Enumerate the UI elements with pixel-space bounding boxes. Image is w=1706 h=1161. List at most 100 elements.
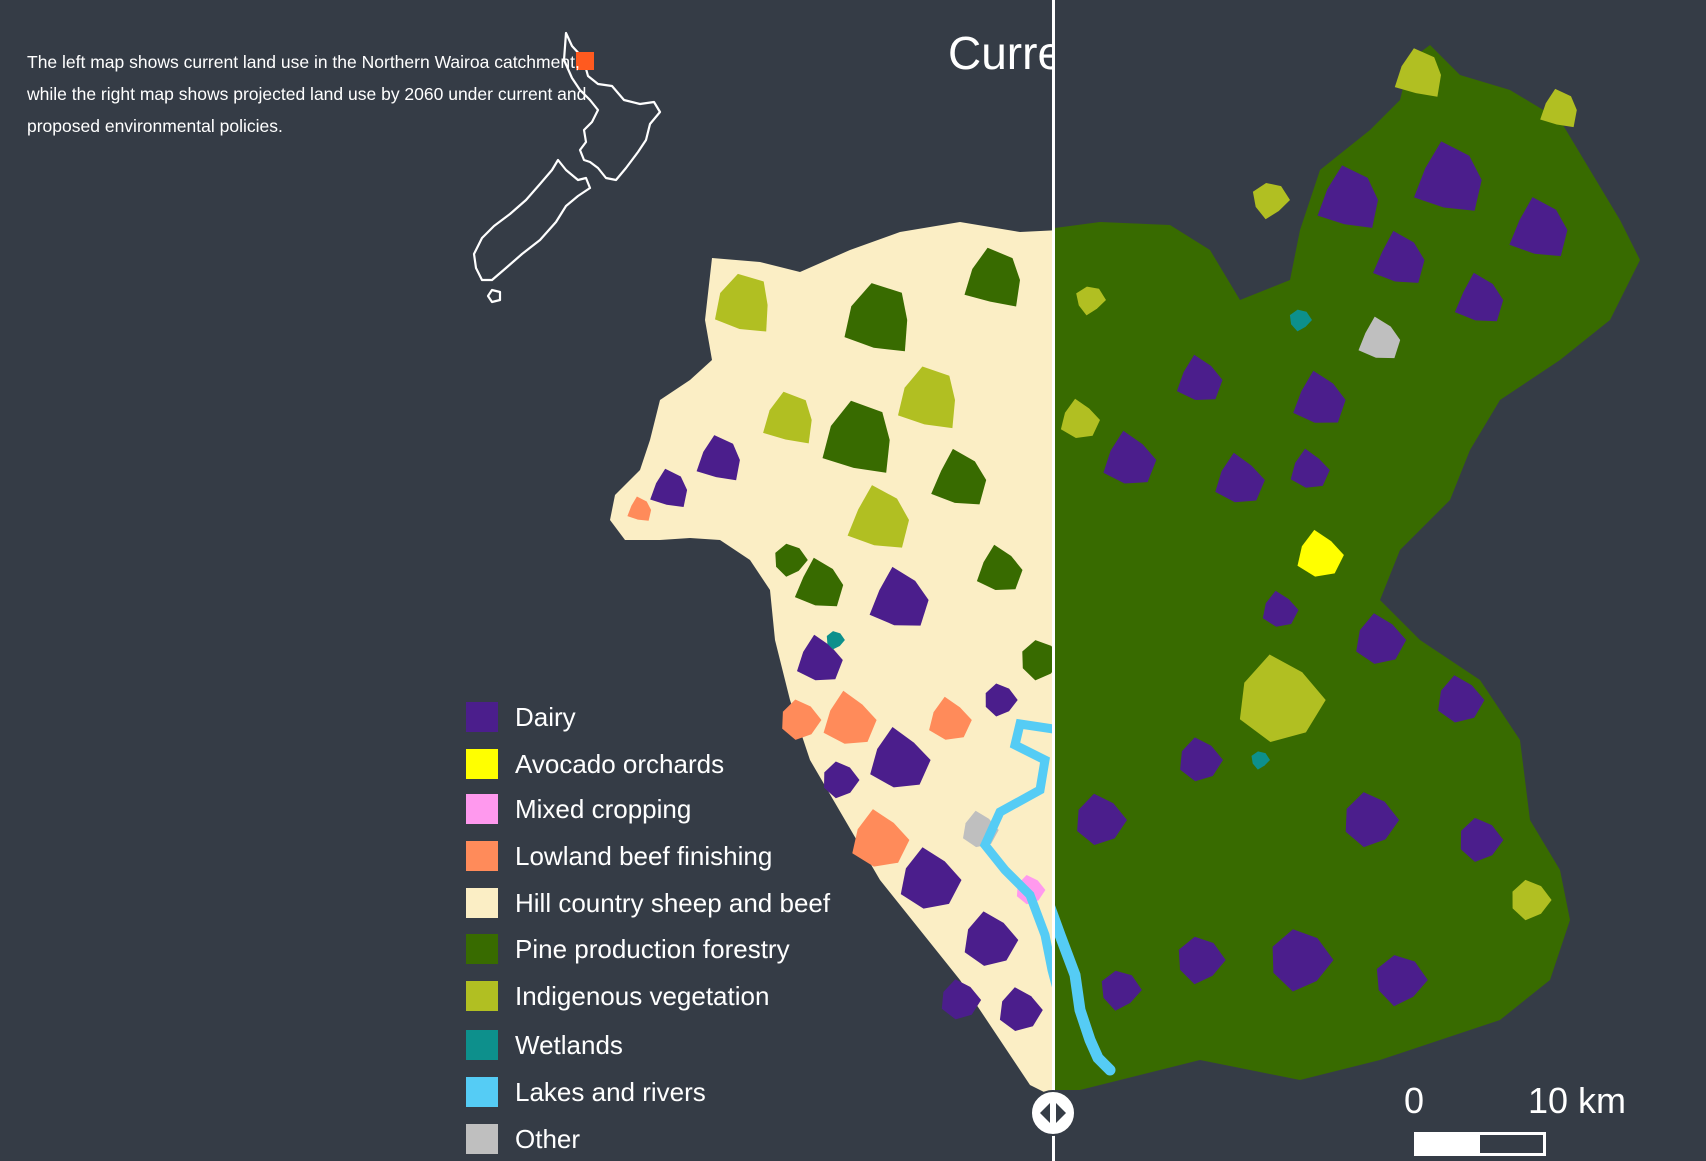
land-parcel bbox=[823, 690, 877, 744]
intro-text: The left map shows current land use in t… bbox=[27, 52, 587, 136]
land-parcel bbox=[1178, 936, 1226, 985]
land-parcel bbox=[1022, 640, 1053, 681]
land-parcel bbox=[696, 435, 740, 481]
land-parcel bbox=[1272, 929, 1334, 992]
legend-item-pine-production-forestry: Pine production forestry bbox=[466, 932, 790, 966]
projected-land-use-map bbox=[1053, 45, 1640, 1090]
map-title-container: Current bbox=[900, 22, 1052, 92]
map-title: Current bbox=[948, 27, 1052, 79]
legend-item-hill-country-sheep-and-beef: Hill country sheep and beef bbox=[466, 886, 830, 920]
land-parcel bbox=[775, 543, 808, 577]
land-parcel bbox=[941, 979, 982, 1020]
land-parcel bbox=[763, 391, 812, 444]
legend-label: Pine production forestry bbox=[515, 933, 790, 964]
legend-label: Hill country sheep and beef bbox=[515, 887, 831, 918]
river-right bbox=[1053, 899, 1116, 1076]
stewart-island-outline bbox=[486, 288, 502, 304]
land-parcel bbox=[782, 699, 822, 740]
land-parcel bbox=[1076, 286, 1106, 316]
land-parcel bbox=[1215, 452, 1265, 503]
land-parcel bbox=[929, 696, 972, 740]
land-parcel bbox=[844, 283, 908, 352]
comparison-divider[interactable] bbox=[1052, 0, 1055, 1161]
new-zealand-locator bbox=[472, 31, 662, 304]
legend-label: Lakes and rivers bbox=[515, 1076, 706, 1107]
legend-swatch bbox=[466, 981, 498, 1011]
land-parcel bbox=[1252, 183, 1290, 220]
south-island-outline bbox=[472, 158, 592, 282]
land-parcel bbox=[1251, 751, 1270, 770]
land-parcel bbox=[870, 727, 931, 788]
scale-end-label: 10 km bbox=[1528, 1080, 1627, 1121]
slider-handle[interactable] bbox=[1030, 1090, 1076, 1136]
land-parcel bbox=[933, 610, 986, 663]
land-parcel bbox=[1101, 970, 1142, 1011]
scale-bar bbox=[1414, 1132, 1546, 1156]
land-parcel bbox=[964, 247, 1020, 307]
land-parcel bbox=[847, 485, 909, 548]
land-parcel bbox=[1414, 141, 1482, 211]
land-parcel bbox=[826, 631, 845, 650]
land-parcel bbox=[1289, 309, 1312, 332]
land-parcel bbox=[999, 987, 1043, 1031]
land-parcel bbox=[794, 557, 844, 607]
land-parcel bbox=[1317, 165, 1378, 228]
river-left bbox=[979, 718, 1053, 992]
land-parcel bbox=[1358, 316, 1401, 359]
land-parcel bbox=[1376, 955, 1428, 1007]
legend-label: Wetlands bbox=[515, 1029, 623, 1060]
land-parcel bbox=[1239, 654, 1326, 742]
legend-label: Indigenous vegetation bbox=[515, 980, 770, 1011]
land-parcel bbox=[1373, 230, 1425, 283]
legend-item-avocado-orchards: Avocado orchards bbox=[466, 747, 724, 781]
legend-swatch bbox=[466, 841, 498, 871]
land-parcel bbox=[1512, 879, 1552, 921]
legend-item-wetlands: Wetlands bbox=[466, 1028, 623, 1062]
legend-label: Avocado orchards bbox=[515, 748, 725, 779]
land-parcel bbox=[824, 761, 860, 799]
legend-item-indigenous-vegetation: Indigenous vegetation bbox=[466, 979, 769, 1013]
land-parcel bbox=[964, 911, 1019, 966]
legend-swatch bbox=[466, 1124, 498, 1154]
legend-swatch bbox=[466, 888, 498, 918]
scale-start-label: 0 bbox=[1404, 1080, 1425, 1121]
land-parcel bbox=[627, 496, 652, 521]
north-island-outline bbox=[562, 31, 662, 182]
land-parcel bbox=[1016, 875, 1046, 905]
legend-item-dairy: Dairy bbox=[466, 700, 576, 734]
land-parcel bbox=[1176, 354, 1223, 400]
current-land-use-map bbox=[610, 222, 1053, 1097]
legend-label: Lowland beef finishing bbox=[515, 840, 773, 871]
land-parcel bbox=[1103, 430, 1157, 484]
land-parcel bbox=[900, 847, 962, 909]
left-right-arrows-icon bbox=[1040, 1103, 1066, 1123]
land-parcel bbox=[931, 448, 987, 505]
land-parcel bbox=[650, 468, 688, 507]
legend-label: Mixed cropping bbox=[515, 793, 692, 824]
land-parcel bbox=[1293, 370, 1346, 423]
land-parcel bbox=[1290, 448, 1330, 488]
legend-swatch bbox=[466, 934, 498, 964]
land-parcel bbox=[1297, 529, 1344, 577]
legend-swatch bbox=[466, 794, 498, 824]
legend-label: Dairy bbox=[515, 701, 576, 732]
land-parcel bbox=[715, 273, 768, 332]
legend-item-other: Other bbox=[466, 1122, 580, 1156]
legend-item-lowland-beef-finishing: Lowland beef finishing bbox=[466, 839, 772, 873]
land-parcel bbox=[985, 683, 1018, 717]
land-parcel bbox=[822, 400, 890, 473]
land-parcel bbox=[1345, 792, 1400, 848]
legend-swatch bbox=[466, 702, 498, 732]
legend-item-mixed-cropping: Mixed cropping bbox=[466, 792, 691, 826]
land-parcel bbox=[1180, 737, 1223, 782]
land-parcel bbox=[1454, 272, 1504, 322]
land-parcel bbox=[1460, 817, 1504, 862]
land-parcel bbox=[1262, 590, 1299, 627]
land-parcel bbox=[1509, 197, 1568, 257]
land-parcel bbox=[1438, 675, 1485, 723]
legend-swatch bbox=[466, 1077, 498, 1107]
land-parcel bbox=[976, 544, 1023, 590]
land-parcel bbox=[869, 566, 929, 626]
land-parcel bbox=[1540, 88, 1577, 128]
